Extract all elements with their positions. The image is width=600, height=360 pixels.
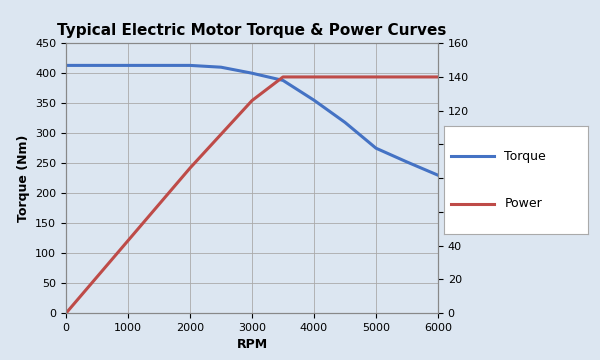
X-axis label: RPM: RPM [236,338,268,351]
Torque [187,63,194,68]
Power [62,311,70,315]
Power [434,75,442,79]
Torque [280,78,287,82]
Text: Torque: Torque [505,150,546,163]
Torque [75,63,82,68]
Torque [434,173,442,177]
Torque [217,65,224,69]
Power [373,75,380,79]
Power [280,75,287,79]
Power [124,238,131,243]
Torque [248,71,256,75]
Y-axis label: Torque (Nm): Torque (Nm) [17,135,29,222]
Torque [62,63,70,68]
Torque [341,120,349,125]
Title: Typical Electric Motor Torque & Power Curves: Typical Electric Motor Torque & Power Cu… [58,23,446,38]
Power [248,98,256,103]
Power [310,75,317,79]
Power [341,75,349,79]
Power [403,75,410,79]
Torque [373,146,380,150]
Torque [310,98,317,102]
Line: Torque: Torque [66,66,438,175]
Y-axis label: Power (kW): Power (kW) [475,137,487,219]
Torque [403,160,410,164]
Line: Power: Power [66,77,438,313]
Text: Power: Power [505,197,542,210]
Power [187,166,194,170]
